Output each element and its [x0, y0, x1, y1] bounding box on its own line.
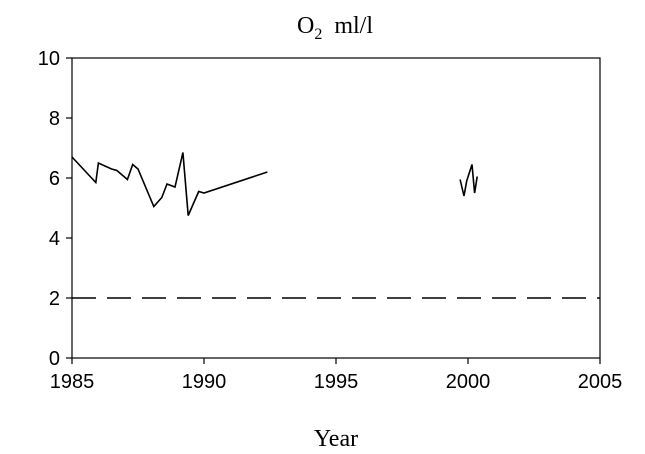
series-line-1: [71, 152, 268, 216]
y-tick-label: 2: [49, 288, 60, 310]
x-axis: 1985 1990 1995 2000 2005: [50, 358, 623, 393]
chart-title: O2 ml/l: [297, 13, 373, 43]
y-axis: 0 2 4 6 8 10: [38, 48, 72, 370]
series-layer: [71, 152, 600, 299]
title-subscript: 2: [314, 26, 322, 43]
title-main: O: [297, 13, 314, 39]
y-tick-label: 6: [49, 168, 60, 190]
y-tick-label: 10: [38, 48, 60, 70]
x-tick-label: 1995: [314, 371, 359, 393]
y-tick-label: 8: [49, 108, 60, 130]
x-axis-label: Year: [314, 426, 358, 452]
x-tick-label: 1985: [50, 371, 95, 393]
x-tick-label: 2000: [446, 371, 491, 393]
y-tick-label: 4: [49, 228, 60, 250]
plot-frame: [71, 57, 601, 359]
x-tick-label: 1990: [182, 371, 227, 393]
series-line-2: [459, 164, 478, 197]
x-tick-label: 2005: [578, 371, 623, 393]
y-tick-label: 0: [49, 348, 60, 370]
title-unit: ml/l: [334, 13, 373, 39]
